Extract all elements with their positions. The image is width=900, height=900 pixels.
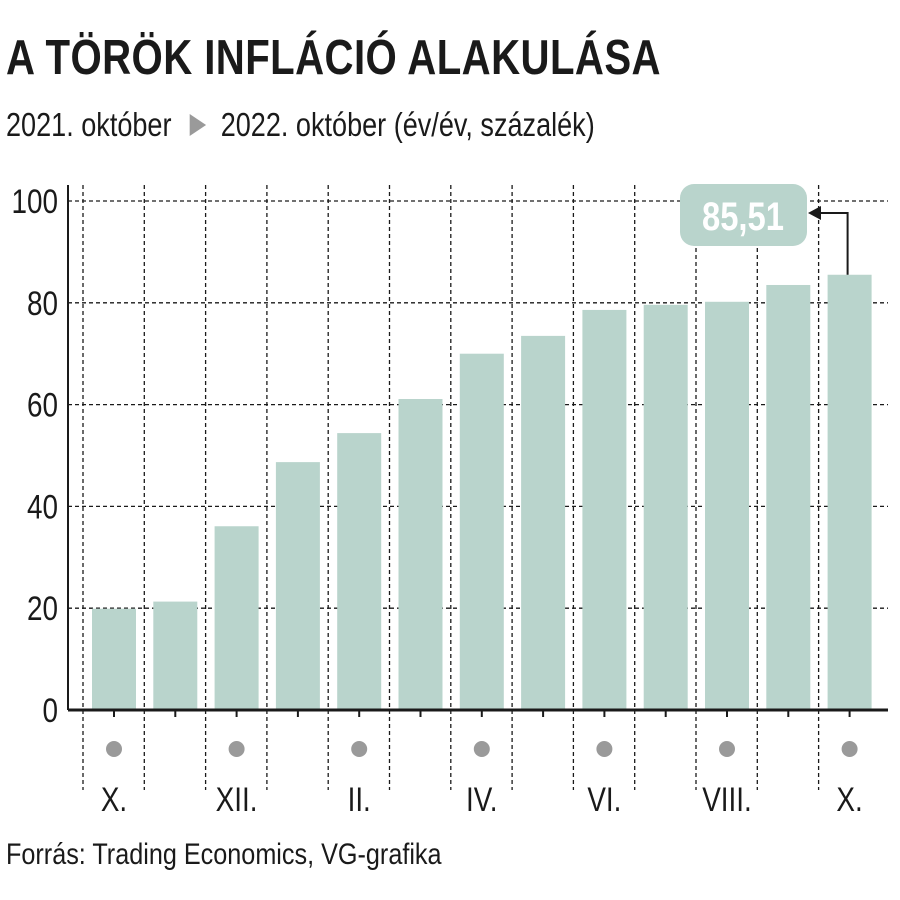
bar [459,353,504,710]
x-tick-label: IV. [466,780,498,818]
bar [275,462,320,710]
x-tick-label: X. [836,780,862,818]
bar [337,433,382,710]
chart-title: A TÖRÖK INFLÁCIÓ ALAKULÁSA [6,31,661,85]
y-tick-label: 20 [27,590,58,628]
bar [827,274,872,710]
x-tick-marker [228,741,245,757]
bar [521,335,566,710]
y-tick-label: 60 [27,386,58,424]
x-tick-marker [841,741,858,757]
subtitle-start: 2021. október [6,106,172,143]
x-tick-label: VIII. [702,780,752,818]
bar [153,601,198,710]
y-tick-label: 80 [27,284,58,322]
axes [67,185,888,717]
tick-labels: 0 20 40 60 80 100 X. XII. II. IV. VI. VIII. X. [11,182,862,818]
callout-value-label: 85,51 [702,194,784,239]
chart-subtitle: 2021. október 2022. október (év/év, száza… [6,106,595,144]
x-tick-marker [351,741,368,757]
y-tick-label: 0 [42,691,58,729]
x-tick-label: XII. [216,780,258,818]
y-tick-label: 40 [27,488,58,526]
x-tick-label: X. [101,780,127,818]
value-callout: 85,51 [680,184,849,275]
x-tick-label: VI. [587,780,621,818]
bar [582,309,627,710]
callout-box [680,184,807,246]
x-tick-marker [106,741,122,757]
callout-leader-line [818,212,849,275]
bar-series [92,274,872,710]
bar [398,399,443,710]
x-tick-marker [596,741,613,757]
x-tick-marker [473,741,490,757]
y-tick-label: 100 [11,182,58,220]
bar [705,301,749,710]
source-note: Forrás: Trading Economics, VG-grafika [6,838,442,871]
x-tick-marker [719,741,735,757]
x-tick-label: II. [348,780,371,818]
bar [766,284,811,710]
bar [214,526,259,710]
callout-arrowhead [808,206,821,220]
play-arrow-icon [189,114,206,137]
subtitle-end: 2022. október (év/év, százalék) [220,106,595,143]
bar [643,304,688,710]
bar [92,608,136,710]
